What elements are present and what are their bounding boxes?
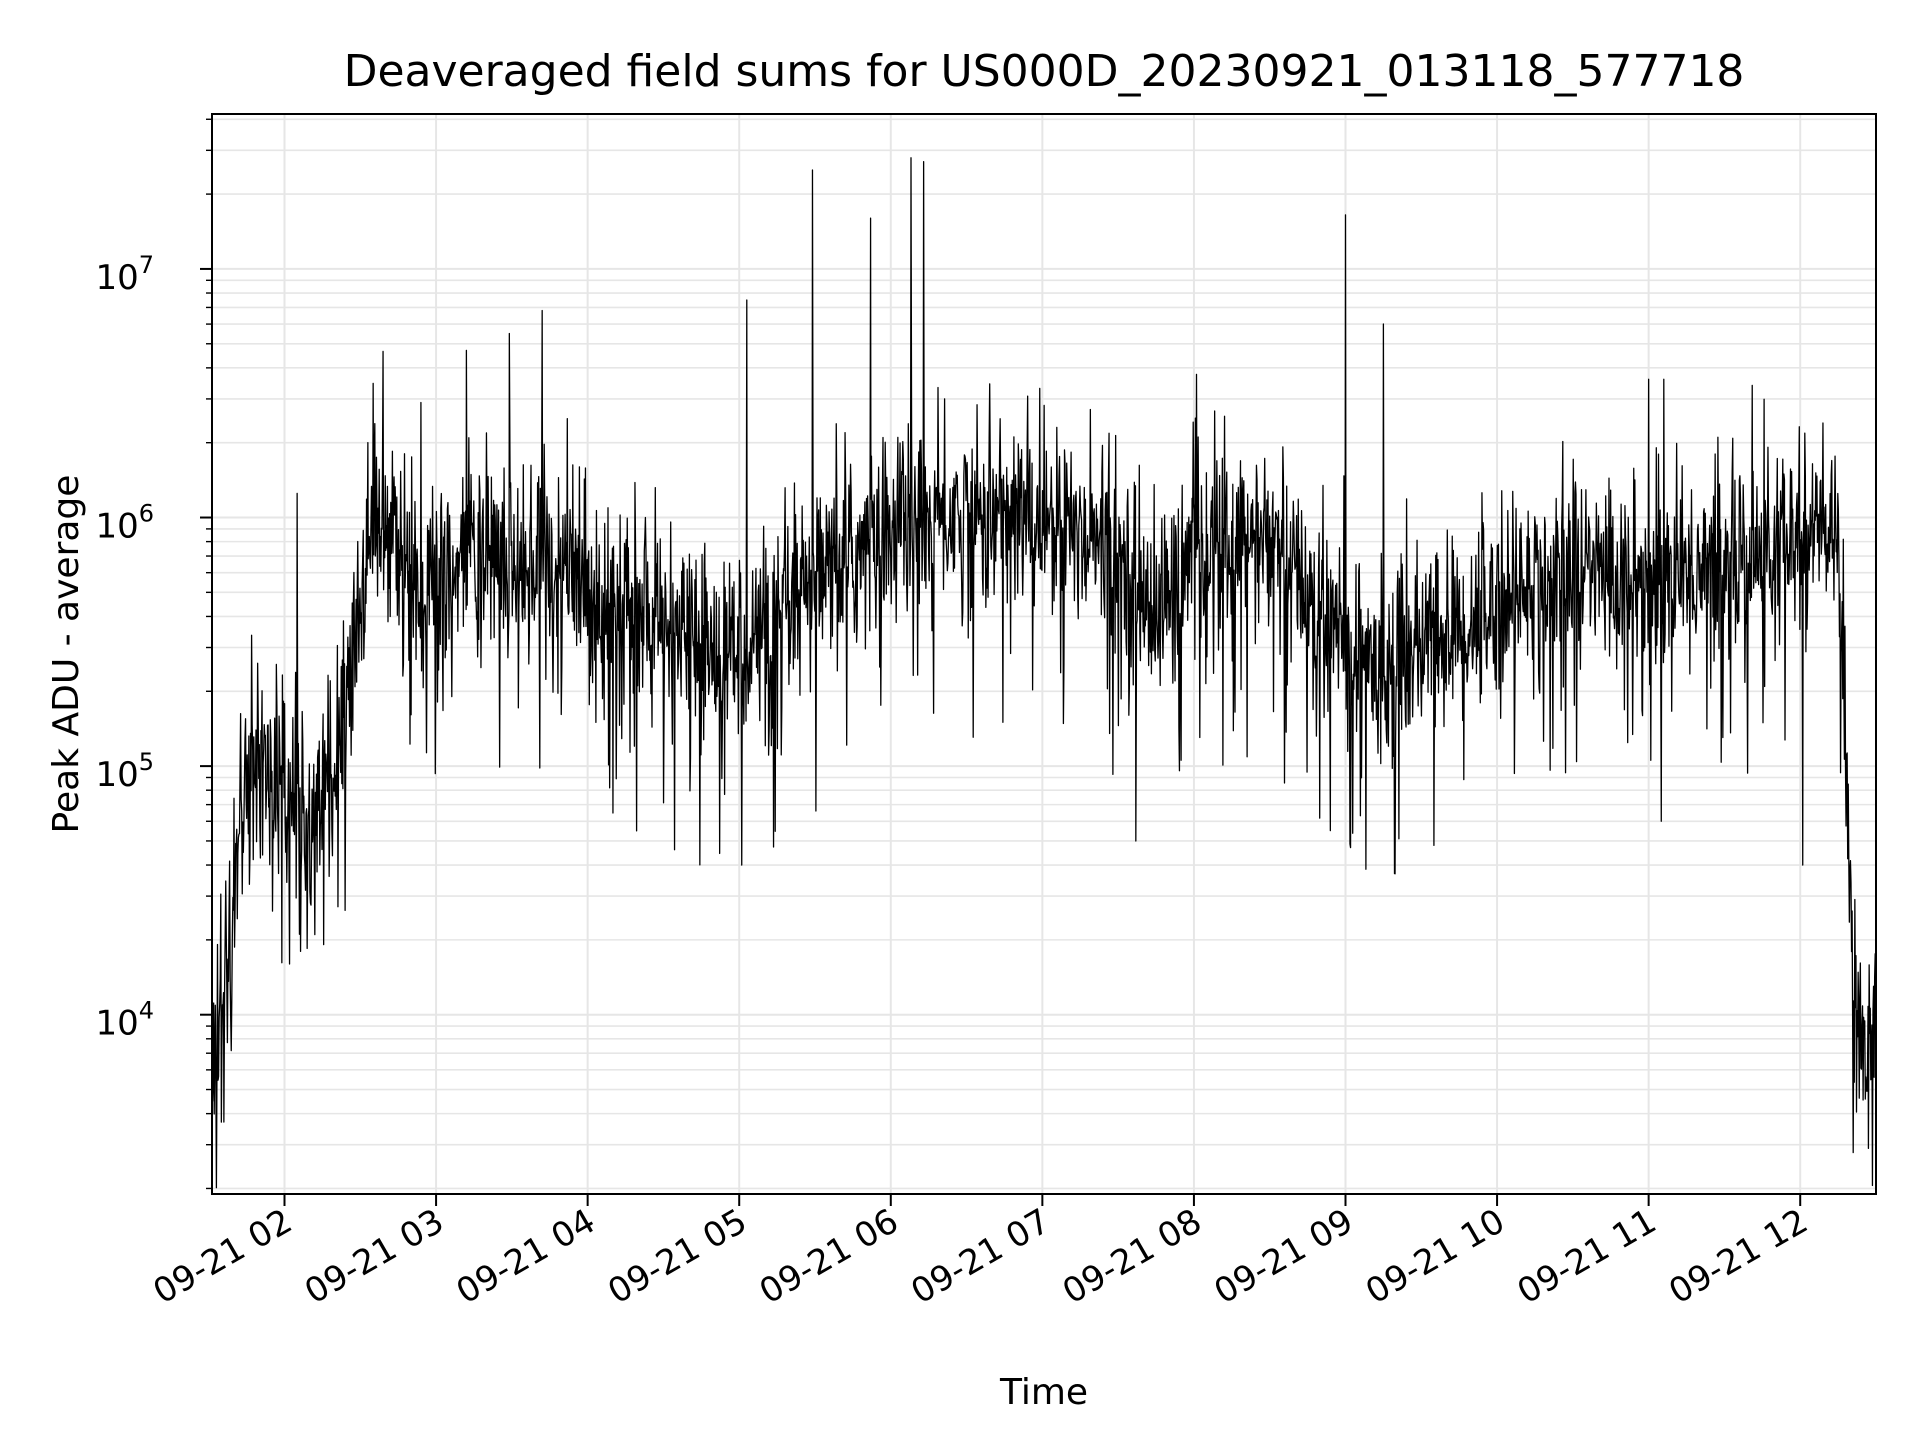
series-layer bbox=[211, 157, 1877, 1189]
y-tick-exponent: 5 bbox=[139, 748, 154, 776]
x-tick-label: 09-21 09 bbox=[1208, 1201, 1360, 1312]
x-tick-label: 09-21 12 bbox=[1662, 1201, 1814, 1312]
y-tick-label: 104 bbox=[95, 997, 154, 1044]
x-tick-label: 09-21 10 bbox=[1359, 1201, 1511, 1312]
y-tick-base: 10 bbox=[95, 755, 138, 795]
x-axis: 09-21 02 09-21 03 09-21 04 09-21 05 09-21 06… bbox=[147, 1194, 1815, 1312]
plot-background bbox=[212, 114, 1876, 1194]
y-tick-label: 105 bbox=[95, 748, 154, 795]
y-tick-exponent: 6 bbox=[139, 500, 154, 528]
x-tick-label: 09-21 06 bbox=[753, 1201, 905, 1312]
x-tick-label: 09-21 05 bbox=[601, 1201, 753, 1312]
chart-title: Deaveraged field sums for US000D_2023092… bbox=[344, 46, 1745, 97]
y-tick-label: 107 bbox=[95, 251, 154, 298]
series-line bbox=[211, 157, 1877, 1189]
y-tick-label: 106 bbox=[95, 500, 154, 547]
y-axis-title: Peak ADU - average bbox=[46, 475, 87, 834]
x-tick-label: 09-21 11 bbox=[1511, 1201, 1663, 1312]
x-axis-title: Time bbox=[999, 1372, 1088, 1413]
x-tick-label: 09-21 02 bbox=[147, 1201, 299, 1312]
y-tick-base: 10 bbox=[95, 507, 138, 547]
y-tick-exponent: 4 bbox=[139, 997, 154, 1025]
y-tick-base: 10 bbox=[95, 1004, 138, 1044]
x-tick-label: 09-21 04 bbox=[450, 1201, 602, 1312]
x-tick-label: 09-21 08 bbox=[1056, 1201, 1208, 1312]
plot-frame bbox=[211, 113, 1877, 1195]
y-tick-base: 10 bbox=[95, 258, 138, 298]
x-tick-label: 09-21 03 bbox=[298, 1201, 450, 1312]
y-tick-exponent: 7 bbox=[139, 251, 154, 279]
x-tick-label: 09-21 07 bbox=[904, 1201, 1056, 1312]
